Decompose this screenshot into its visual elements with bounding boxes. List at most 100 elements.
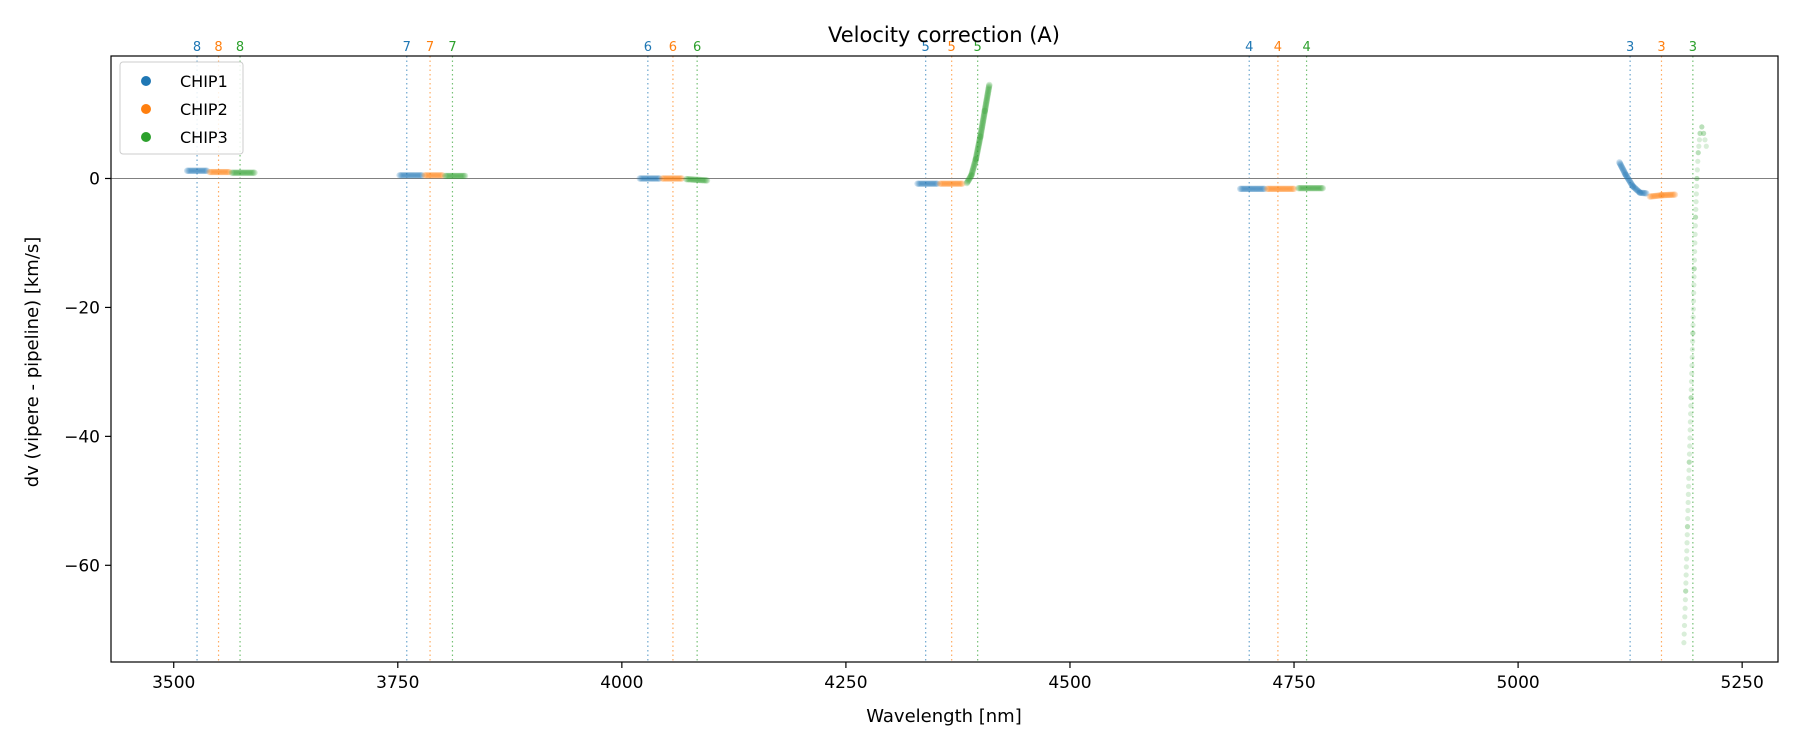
data-point [432,172,439,179]
data-point [1685,515,1691,522]
data-point [972,154,980,162]
data-point [1682,605,1688,611]
data-point [981,111,988,118]
data-point [1683,556,1690,562]
data-point [1298,184,1306,192]
data-point [1618,164,1626,171]
data-point [1270,185,1278,192]
data-point [1630,183,1637,191]
legend-label-chip1: CHIP1 [180,72,228,91]
data-point [919,180,926,187]
order-label-chip3-5: 5 [974,40,982,55]
data-point [247,169,255,176]
data-point [193,167,200,174]
data-point [1697,130,1703,136]
data-point [940,180,947,187]
data-point [1241,185,1249,192]
data-point [1283,185,1291,192]
data-point [1238,185,1245,192]
data-point [984,91,991,98]
data-point [970,164,977,171]
data-segment-chip2-3 [936,180,966,187]
data-point [435,172,443,179]
data-point [219,168,226,176]
data-segment-chip2-2 [658,175,686,182]
data-point [229,169,237,176]
data-point [1651,192,1658,200]
data-point [974,149,981,156]
data-point [985,85,992,92]
data-point [412,172,420,179]
data-point [460,172,468,180]
data-segment-chip1-0 [183,167,211,174]
data-point [1303,184,1310,192]
data-point [1692,223,1698,229]
data-point [1312,184,1320,192]
data-point [1287,185,1294,192]
data-point [979,119,986,126]
data-point [1637,189,1645,196]
data-point [1282,185,1290,192]
data-point [642,175,649,182]
data-point [1687,419,1693,425]
data-point [235,169,243,176]
data-point [983,97,990,104]
data-point [248,169,256,176]
data-point [976,135,984,143]
data-point [1254,185,1261,192]
data-point [970,165,977,172]
data-point [652,175,660,182]
data-point [947,180,954,187]
data-point [1253,185,1260,192]
data-point [1313,184,1321,192]
data-point [950,180,958,187]
data-point [1629,183,1637,190]
data-point [1272,185,1279,192]
data-point [922,180,929,187]
data-point [1258,185,1266,192]
data-point [1658,192,1665,199]
data-point [965,176,972,184]
data-point [1299,184,1307,192]
data-point [974,146,981,154]
data-point [974,145,982,153]
data-point [1665,191,1672,199]
data-point [969,166,977,173]
data-point [1687,443,1693,449]
data-point [920,180,927,187]
data-point [1625,176,1632,183]
data-point [1626,177,1633,184]
data-point [446,172,454,180]
x-tick-label: 3750 [376,673,419,693]
data-point [936,180,944,187]
data-point [414,172,421,179]
data-point [1686,467,1692,473]
data-point [637,175,645,182]
data-point [1260,185,1267,192]
data-point [402,172,409,179]
data-point [1309,184,1316,192]
data-point [231,169,238,176]
data-point [1647,193,1655,200]
data-point [1301,184,1308,192]
data-point [664,175,672,182]
data-point [1694,167,1700,173]
data-point [976,139,983,146]
data-point [1686,475,1692,481]
data-point [238,169,245,176]
data-point [917,180,925,187]
data-point [1688,395,1694,401]
data-point [434,172,442,179]
data-point [946,180,953,187]
data-point [969,168,976,176]
data-point [458,172,465,180]
data-point [1250,185,1258,192]
legend-box [119,61,244,155]
data-point [979,121,986,129]
data-segment-chip1-2 [636,175,663,182]
data-point [663,175,671,182]
data-point [194,167,201,174]
data-point [1249,185,1257,192]
data-point [186,167,193,174]
order-label-chip2-7: 7 [426,40,434,55]
